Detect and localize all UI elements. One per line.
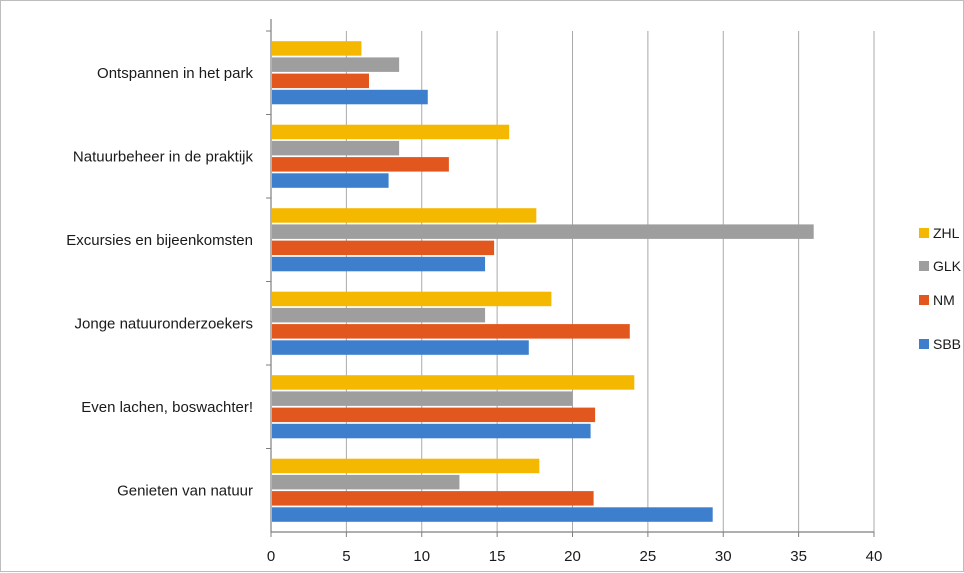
bar-sbb-ontspannen-in-het-park [272, 89, 428, 105]
legend-swatch-sbb [919, 339, 929, 349]
category-label: Genieten van natuur [117, 482, 253, 499]
legend-swatch-glk [919, 261, 929, 271]
bar-nm-even-lachen-boswachter [272, 407, 596, 423]
x-tick-label: 30 [715, 548, 732, 565]
bar-zhl-even-lachen-boswachter [272, 375, 635, 390]
bar-nm-natuurbeheer-in-de-praktijk [272, 157, 449, 172]
bar-nm-excursies-en-bijeenkomsten [272, 240, 495, 256]
bar-glk-even-lachen-boswachter [272, 391, 573, 406]
bar-glk-excursies-en-bijeenkomsten [272, 224, 814, 239]
x-tick-label: 35 [790, 548, 807, 565]
bar-zhl-jonge-natuuronderzoekers [272, 291, 552, 307]
x-tick-label: 10 [413, 548, 430, 565]
legend-label-zhl: ZHL [933, 225, 960, 241]
bar-zhl-ontspannen-in-het-park [272, 41, 362, 56]
category-label: Natuurbeheer in de praktijk [73, 148, 254, 165]
bar-zhl-excursies-en-bijeenkomsten [272, 208, 537, 223]
axes [266, 19, 875, 537]
legend-swatch-zhl [919, 228, 929, 238]
bar-zhl-natuurbeheer-in-de-praktijk [272, 124, 510, 140]
bar-glk-natuurbeheer-in-de-praktijk [272, 140, 400, 156]
x-tick-label: 15 [489, 548, 506, 565]
x-tick-label: 40 [866, 548, 883, 565]
category-label: Ontspannen in het park [97, 65, 253, 82]
bar-glk-ontspannen-in-het-park [272, 57, 400, 72]
gridlines [345, 31, 875, 532]
bars [272, 41, 814, 522]
legend-swatch-nm [919, 295, 929, 305]
bar-glk-genieten-van-natuur [272, 474, 460, 490]
bar-sbb-genieten-van-natuur [272, 507, 713, 522]
legend-label-sbb: SBB [933, 336, 961, 352]
bar-sbb-even-lachen-boswachter [272, 423, 591, 439]
bar-glk-jonge-natuuronderzoekers [272, 307, 486, 323]
bar-nm-jonge-natuuronderzoekers [272, 324, 630, 339]
category-label: Even lachen, boswachter! [81, 399, 253, 416]
legend-label-nm: NM [933, 292, 955, 308]
bar-sbb-natuurbeheer-in-de-praktijk [272, 173, 389, 188]
x-tick-labels: 0 5 10 15 20 25 30 35 40 [267, 548, 883, 565]
x-tick-label: 25 [640, 548, 657, 565]
bar-sbb-jonge-natuuronderzoekers [272, 340, 529, 355]
legend: ZHL GLK NM SBB [919, 225, 962, 352]
x-tick-label: 5 [342, 548, 350, 565]
category-label: Jonge natuuronderzoekers [75, 315, 253, 332]
x-tick-label: 0 [267, 548, 275, 565]
legend-label-glk: GLK [933, 258, 962, 274]
bar-zhl-genieten-van-natuur [272, 458, 540, 474]
x-tick-label: 20 [564, 548, 581, 565]
bar-nm-ontspannen-in-het-park [272, 73, 369, 89]
category-labels: Ontspannen in het park Natuurbeheer in de… [66, 65, 253, 500]
category-label: Excursies en bijeenkomsten [66, 232, 253, 249]
bar-sbb-excursies-en-bijeenkomsten [272, 256, 486, 272]
bar-nm-genieten-van-natuur [272, 491, 594, 506]
